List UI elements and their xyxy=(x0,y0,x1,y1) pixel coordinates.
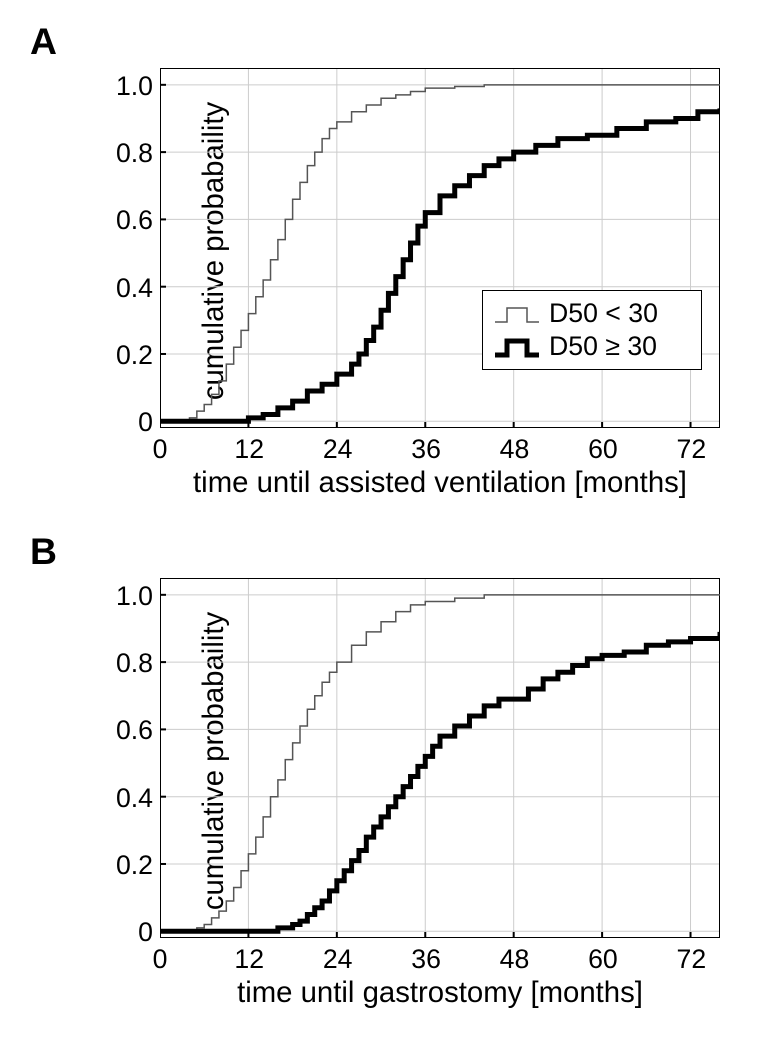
legend-glyph xyxy=(493,302,541,326)
xtick-label: 36 xyxy=(411,434,439,465)
series-D50->=-30 xyxy=(160,632,720,931)
xtick-label: 48 xyxy=(500,944,528,975)
panel-b-letter: B xyxy=(30,530,57,573)
xtick-label: 72 xyxy=(677,944,705,975)
ytick-label: 0 xyxy=(105,917,153,948)
xtick-label: 24 xyxy=(323,434,351,465)
series-D50-<-30 xyxy=(160,85,720,421)
panel-a: A cumulative probabaility time until ass… xyxy=(30,20,738,530)
figure-root: A cumulative probabaility time until ass… xyxy=(0,0,768,1044)
legend-label: D50 < 30 xyxy=(549,298,658,329)
xtick-label: 48 xyxy=(500,434,528,465)
ytick-label: 0.2 xyxy=(105,850,153,881)
legend: D50 < 30D50 ≥ 30 xyxy=(482,290,702,370)
ytick-label: 1.0 xyxy=(105,581,153,612)
ytick-label: 0.6 xyxy=(105,205,153,236)
xtick-label: 12 xyxy=(234,434,262,465)
ytick-label: 0.2 xyxy=(105,340,153,371)
series-D50->=-30 xyxy=(160,108,720,421)
panel-b: B cumulative probabaility time until gas… xyxy=(30,530,738,1040)
ytick-label: 0 xyxy=(105,407,153,438)
panel-b-plot xyxy=(160,578,720,938)
ytick-label: 0.8 xyxy=(105,648,153,679)
xtick-label: 12 xyxy=(234,944,262,975)
panel-a-letter: A xyxy=(30,20,57,63)
xtick-label: 36 xyxy=(411,944,439,975)
panel-a-plot xyxy=(160,68,720,428)
xtick-label: 60 xyxy=(588,944,616,975)
xtick-label: 0 xyxy=(146,944,174,975)
ytick-label: 0.4 xyxy=(105,783,153,814)
legend-item: D50 ≥ 30 xyxy=(493,331,691,362)
xtick-label: 0 xyxy=(146,434,174,465)
plot-svg xyxy=(160,578,720,938)
panel-b-xlabel: time until gastrostomy [months] xyxy=(160,976,720,1010)
legend-item: D50 < 30 xyxy=(493,298,691,329)
panel-a-xlabel: time until assisted ventilation [months] xyxy=(160,466,720,500)
xtick-label: 60 xyxy=(588,434,616,465)
ytick-label: 0.4 xyxy=(105,273,153,304)
ytick-label: 0.8 xyxy=(105,138,153,169)
legend-glyph xyxy=(493,335,541,359)
plot-svg xyxy=(160,68,720,428)
xtick-label: 24 xyxy=(323,944,351,975)
ytick-label: 1.0 xyxy=(105,71,153,102)
xtick-label: 72 xyxy=(677,434,705,465)
legend-label: D50 ≥ 30 xyxy=(549,331,657,362)
ytick-label: 0.6 xyxy=(105,715,153,746)
series-D50-<-30 xyxy=(160,595,720,931)
